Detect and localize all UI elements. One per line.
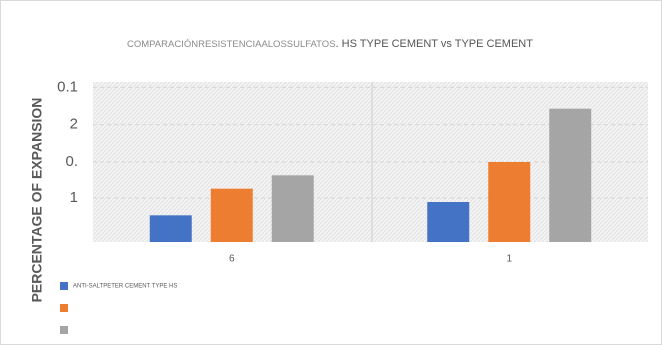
y-tick-label: 2 bbox=[70, 116, 78, 133]
bar bbox=[210, 188, 253, 242]
legend-swatch bbox=[60, 282, 68, 290]
x-tick-label: 6 bbox=[229, 254, 235, 265]
title-part: COMPARACIÓNRESISTENCIAALOSSULFATOS bbox=[127, 39, 336, 50]
bar bbox=[427, 202, 470, 242]
legend-label: ANTI-SALTPETER CEMENT TYPE HS bbox=[73, 284, 177, 290]
title-part: . HS TYPE CEMENT vs TYPE CEMENT bbox=[336, 38, 534, 50]
y-tick-label: 1 bbox=[70, 189, 78, 206]
y-tick-label: 0. bbox=[65, 153, 78, 170]
y-tick-label: 0.1 bbox=[57, 78, 78, 95]
x-tick-label: 1 bbox=[506, 254, 512, 265]
bar bbox=[488, 162, 531, 242]
legend-swatch bbox=[60, 326, 68, 334]
legend-swatch bbox=[60, 304, 68, 312]
y-axis-label: PERCENTAGE OF EXPANSION bbox=[29, 98, 45, 303]
chart-title: COMPARACIÓNRESISTENCIAALOSSULFATOS. HS T… bbox=[127, 38, 533, 50]
bar bbox=[271, 175, 314, 242]
bar bbox=[149, 215, 192, 242]
bar bbox=[549, 108, 592, 243]
